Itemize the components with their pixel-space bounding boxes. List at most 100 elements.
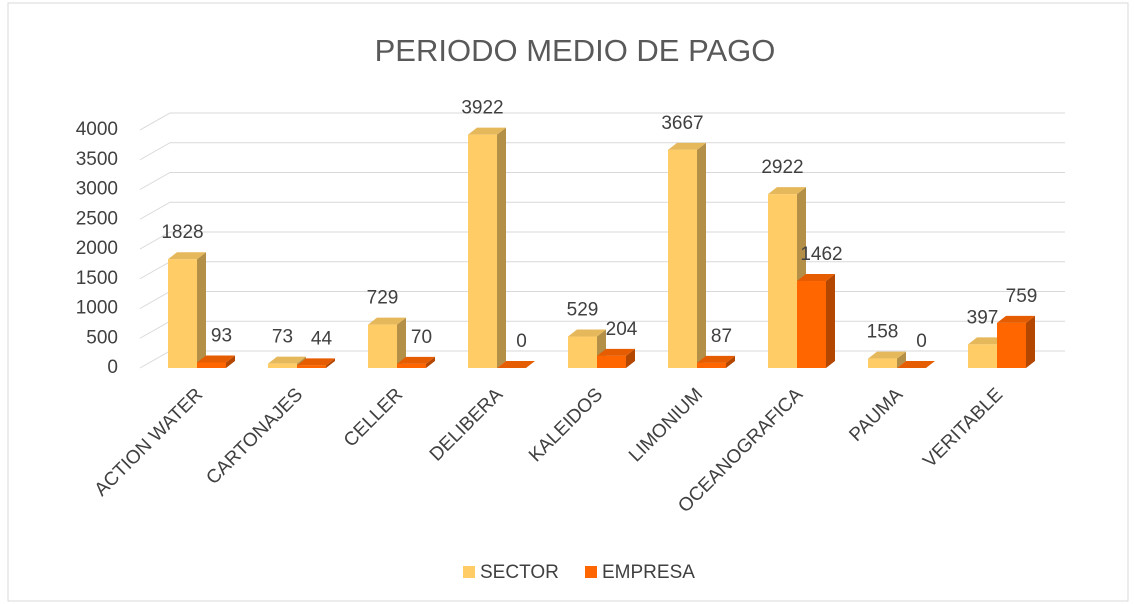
bar-top: [368, 317, 406, 325]
grid-line: [139, 112, 1065, 131]
bar: [597, 348, 635, 368]
data-label: 93: [211, 325, 232, 346]
legend-label: EMPRESA: [602, 562, 695, 583]
bar-side: [897, 351, 906, 368]
bar-top: [197, 355, 235, 363]
bar-top: [668, 142, 706, 150]
bar: [468, 127, 506, 368]
y-tick-label: 2500: [76, 208, 118, 229]
legend-label: SECTOR: [480, 562, 559, 583]
data-label: 2922: [761, 157, 803, 178]
grid-line: [139, 172, 1065, 190]
bar-side: [726, 355, 735, 368]
y-tick-label: 3000: [76, 179, 118, 200]
bar-top: [497, 361, 535, 368]
data-label: 3667: [661, 113, 703, 134]
chart-title: PERIODO MEDIO DE PAGO: [375, 33, 776, 68]
bar-top: [468, 127, 506, 135]
bar: [168, 252, 206, 368]
bar-top: [868, 351, 906, 359]
data-label: 204: [606, 319, 638, 340]
bar-side: [697, 142, 706, 368]
bar: [868, 351, 906, 368]
bar-front: [268, 363, 297, 368]
data-label: 529: [567, 300, 599, 321]
data-label: 87: [711, 326, 732, 347]
data-label: 0: [516, 331, 527, 352]
bar-front: [568, 336, 597, 368]
y-tick-label: 1000: [76, 298, 118, 319]
bar-front: [997, 322, 1026, 368]
bar-top: [897, 361, 935, 368]
bar-side: [426, 356, 435, 368]
bar: [668, 142, 706, 368]
bar-top: [268, 356, 306, 364]
y-tick-label: 2000: [76, 238, 118, 259]
bar-front: [368, 324, 397, 368]
bar-front: [868, 358, 897, 368]
bar-top: [568, 329, 606, 337]
grid-line: [139, 231, 1065, 250]
bar-side: [326, 358, 335, 368]
grid-line: [139, 142, 1065, 161]
bar: [397, 356, 435, 368]
bar-top: [768, 187, 806, 195]
legend-swatch: [463, 566, 475, 578]
bar-top: [997, 315, 1035, 323]
bar-top: [597, 348, 635, 356]
bar-side: [197, 252, 206, 368]
data-label: 0: [916, 331, 927, 352]
bar: [797, 274, 835, 368]
bar: [297, 358, 335, 368]
bar-front: [597, 355, 626, 368]
bar-top: [397, 356, 435, 364]
bar-front: [197, 362, 226, 368]
bar-front: [697, 362, 726, 368]
data-label: 3922: [461, 98, 503, 119]
y-tick-label: 1500: [76, 268, 118, 289]
data-label: 158: [867, 322, 899, 343]
bar: [368, 317, 406, 368]
bar-top: [968, 337, 1006, 345]
bar-side: [397, 317, 406, 368]
bar: [197, 355, 235, 368]
bar-front: [297, 365, 326, 368]
bar: [997, 315, 1035, 368]
bar-side: [226, 355, 235, 368]
bar-front: [668, 149, 697, 368]
bar-top: [168, 252, 206, 260]
bar-front: [468, 134, 497, 368]
bar-side: [497, 127, 506, 368]
data-label: 759: [1006, 286, 1038, 307]
bar: [568, 329, 606, 368]
y-tick-label: 0: [107, 357, 118, 378]
data-label: 73: [272, 327, 293, 348]
bar-side: [626, 348, 635, 368]
bar-front: [768, 194, 797, 368]
bar-top: [797, 274, 835, 282]
bar-front: [168, 259, 197, 368]
y-tick-label: 4000: [76, 119, 118, 140]
bar-side: [1026, 315, 1035, 368]
y-tick-label: 500: [86, 327, 118, 348]
data-label: 397: [967, 307, 999, 328]
data-label: 1462: [800, 244, 842, 265]
legend-swatch: [585, 566, 597, 578]
bar-top: [297, 358, 335, 366]
bar-front: [797, 281, 826, 368]
y-tick-label: 3500: [76, 149, 118, 170]
bar: [697, 355, 735, 368]
bar: [768, 187, 806, 368]
bar-side: [826, 274, 835, 368]
bar-front: [968, 344, 997, 368]
data-label: 70: [411, 327, 432, 348]
data-label: 44: [311, 328, 333, 349]
bar: [497, 361, 535, 368]
bar: [897, 361, 935, 368]
data-label: 1828: [161, 222, 203, 243]
data-label: 729: [367, 288, 399, 309]
grid-line: [139, 201, 1065, 220]
bar-top: [697, 355, 735, 363]
bar-front: [397, 363, 426, 368]
